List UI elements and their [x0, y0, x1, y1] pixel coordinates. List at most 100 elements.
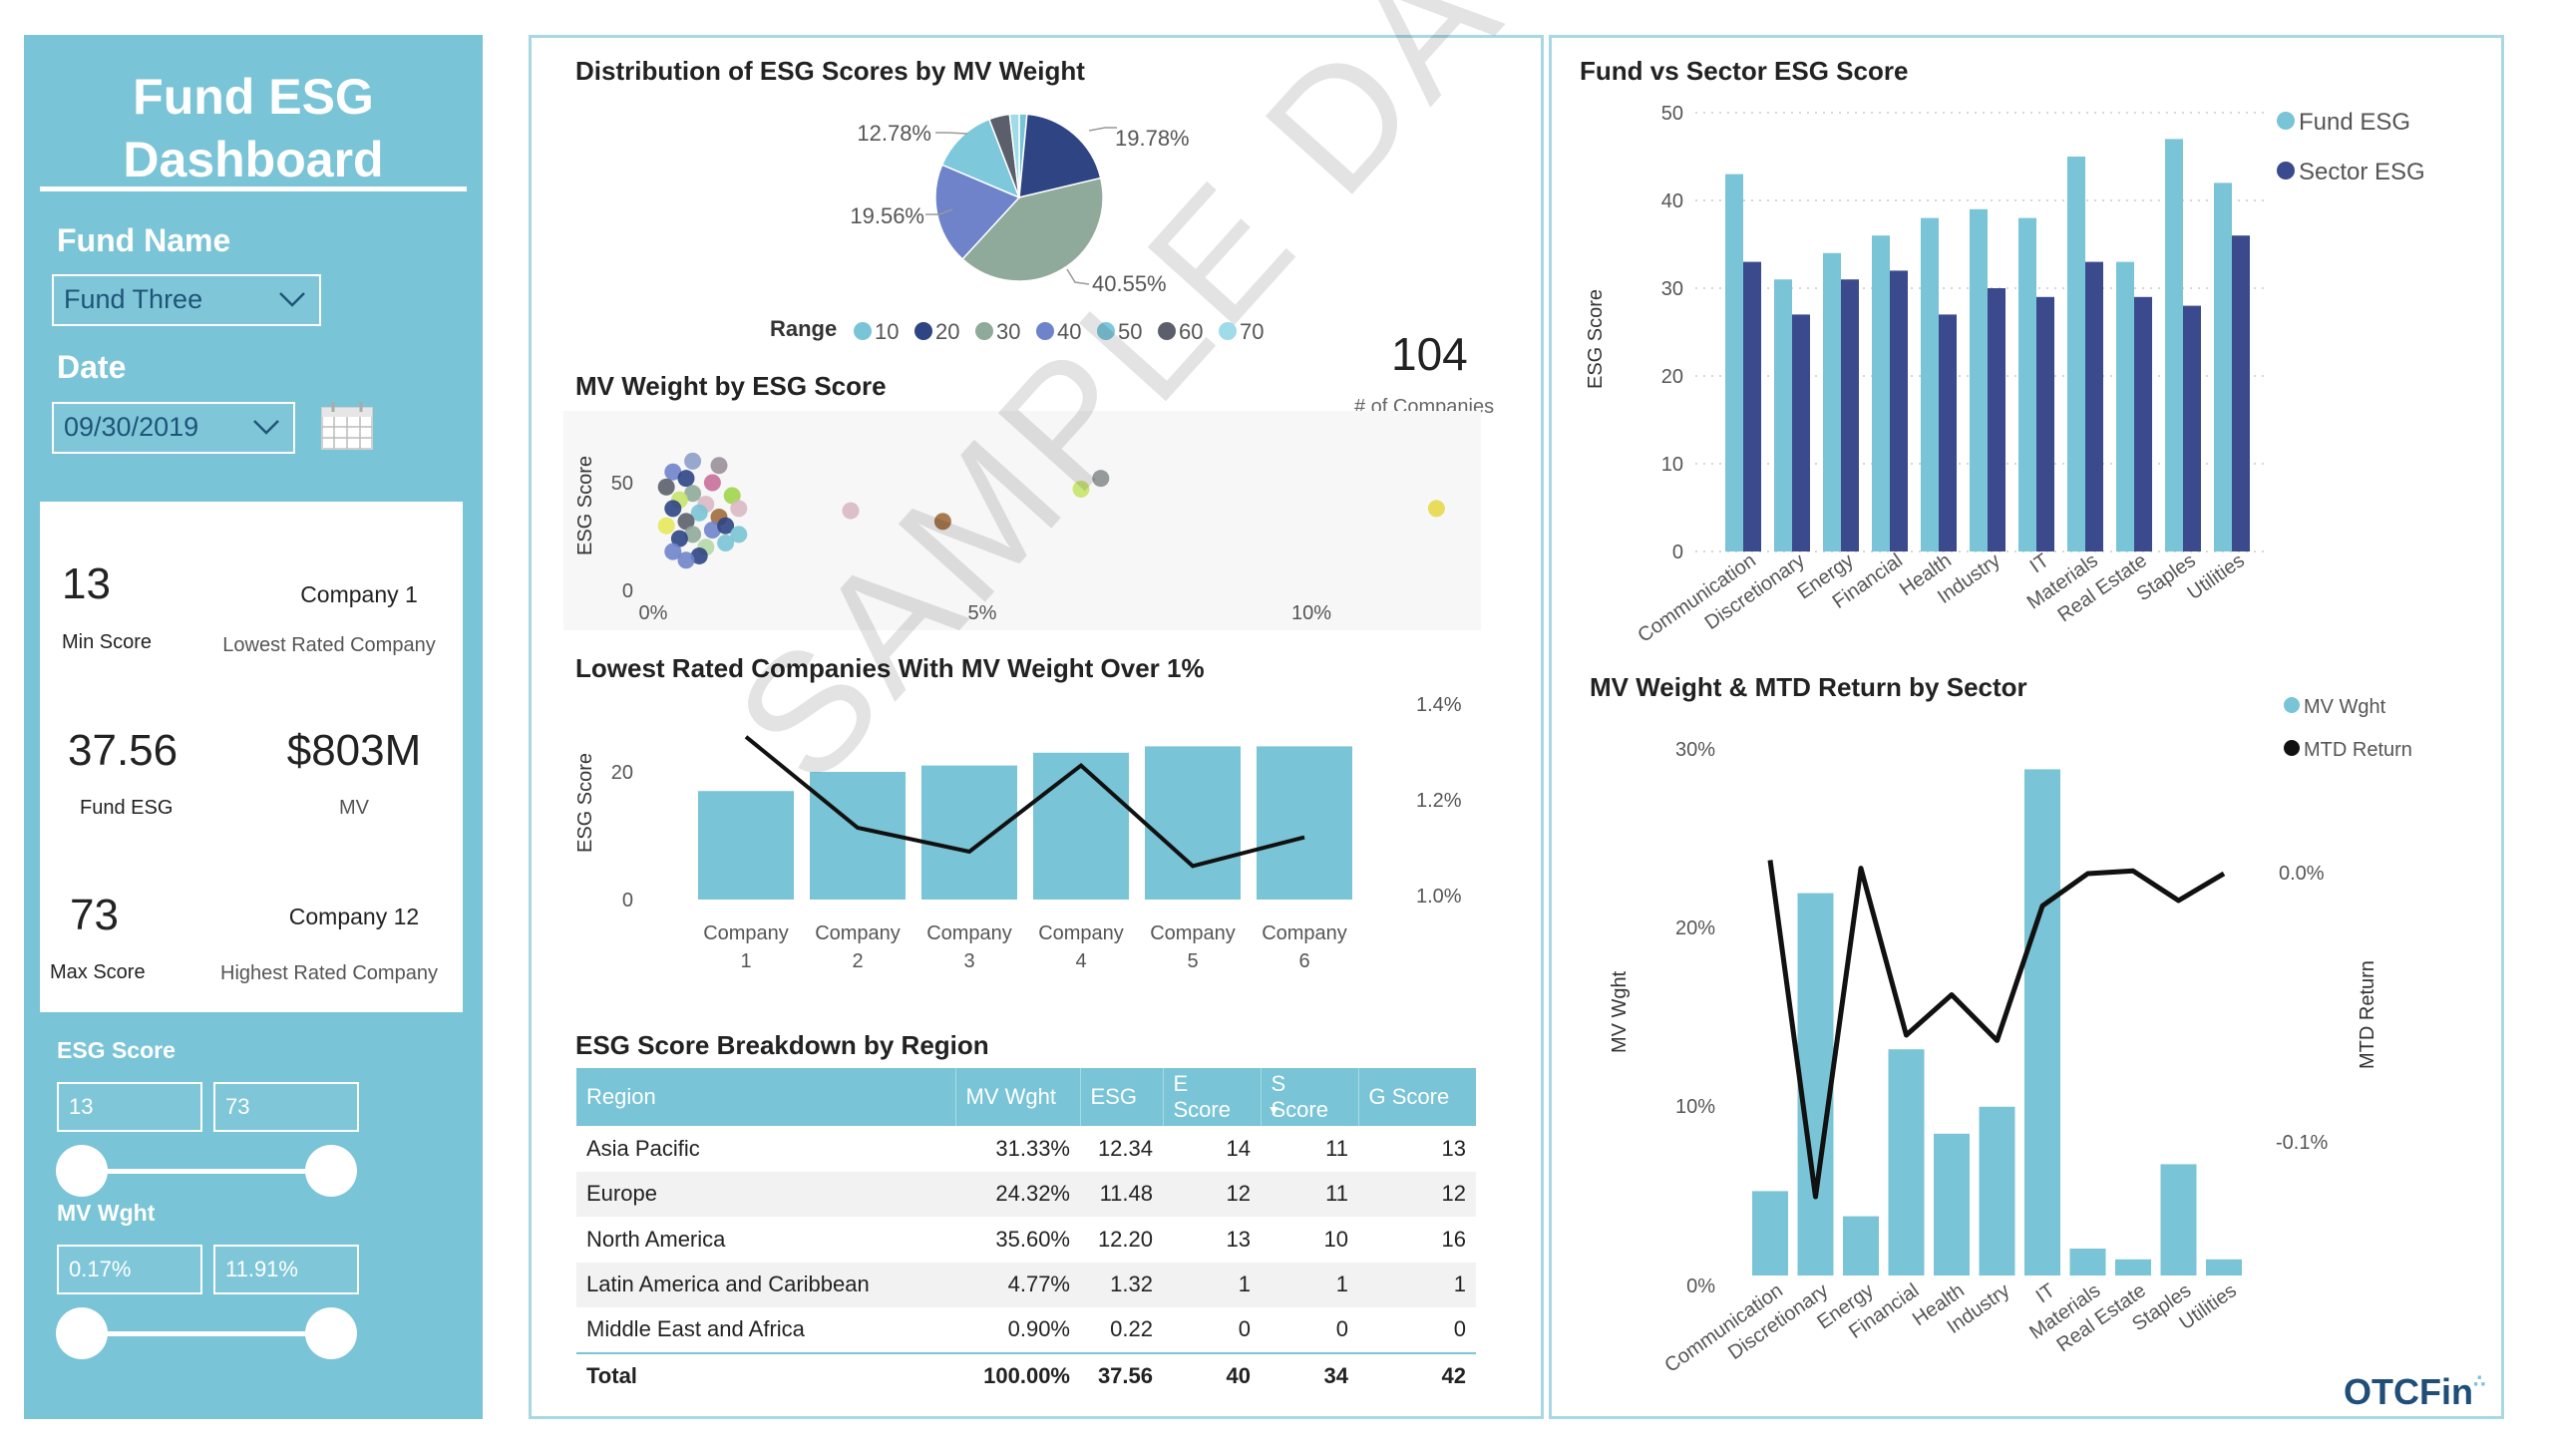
- combo-bar[interactable]: [698, 791, 794, 900]
- mv-wght-bar[interactable]: [1934, 1133, 1970, 1275]
- scatter-point[interactable]: [710, 457, 728, 475]
- pie-chart[interactable]: 19.78% 40.55% 19.56% 12.78%: [828, 100, 1247, 309]
- esg-slider-min-handle[interactable]: [56, 1145, 108, 1197]
- esg-slider-track[interactable]: [82, 1169, 331, 1174]
- mv-wght-bar[interactable]: [1888, 1049, 1925, 1275]
- pie-slice-30[interactable]: [961, 177, 1104, 282]
- mv-wght-bar[interactable]: [2115, 1259, 2151, 1275]
- fund-sector-chart[interactable]: ESG Score 50 40 30 20 10 0 Communication…: [1566, 90, 2488, 678]
- scatter-point[interactable]: [677, 470, 695, 488]
- sector-esg-bar[interactable]: [1841, 279, 1859, 551]
- mv-slider-track[interactable]: [82, 1331, 331, 1336]
- legend-label-50[interactable]: 50: [1118, 319, 1142, 344]
- col-esg[interactable]: ESG: [1080, 1068, 1164, 1126]
- scatter-point[interactable]: [664, 543, 682, 560]
- sector-esg-bar[interactable]: [1890, 270, 1908, 551]
- scatter-point[interactable]: [717, 534, 735, 551]
- col-s-score[interactable]: S Score ▼: [1261, 1068, 1359, 1126]
- sector-esg-bar[interactable]: [1792, 314, 1810, 551]
- mv-wght-bar[interactable]: [1752, 1191, 1788, 1275]
- sector-esg-bar[interactable]: [2134, 296, 2152, 551]
- legend-label-70[interactable]: 70: [1240, 319, 1264, 344]
- mv-mtd-chart[interactable]: MV Wght MTD Return 30% 20% 10% 0% 0.0% -…: [1566, 688, 2488, 1386]
- legend-sector-esg[interactable]: Sector ESG: [2299, 159, 2425, 185]
- scatter-point[interactable]: [703, 474, 721, 492]
- mv-wght-bar[interactable]: [1979, 1106, 2015, 1275]
- table-row[interactable]: Latin America and Caribbean 4.77% 1.32 1 1 1: [576, 1262, 1476, 1307]
- scatter-point[interactable]: [1427, 500, 1445, 518]
- sector-esg-bar[interactable]: [2085, 261, 2103, 551]
- fund-esg-bar[interactable]: [1774, 279, 1792, 551]
- mv-wght-bar[interactable]: [2160, 1164, 2197, 1275]
- fund-esg-bar[interactable]: [1725, 174, 1743, 551]
- scatter-point[interactable]: [677, 513, 695, 531]
- legend-label-30[interactable]: 30: [996, 319, 1020, 344]
- combo-bar[interactable]: [1257, 746, 1352, 900]
- sector-esg-bar[interactable]: [1939, 314, 1957, 551]
- sector-esg-bar[interactable]: [2232, 235, 2250, 551]
- table-row[interactable]: Europe 24.32% 11.48 12 11 12: [576, 1171, 1476, 1217]
- scatter-point[interactable]: [657, 517, 675, 535]
- fund-esg-bar[interactable]: [1921, 217, 1939, 551]
- fund-esg-bar[interactable]: [2018, 217, 2036, 551]
- legend-mtd-return[interactable]: MTD Return: [2304, 739, 2412, 761]
- scatter-point[interactable]: [1092, 470, 1110, 488]
- sector-esg-bar[interactable]: [2183, 305, 2201, 551]
- legend-fund-esg[interactable]: Fund ESG: [2299, 109, 2410, 136]
- table-row[interactable]: North America 35.60% 12.20 13 10 16: [576, 1217, 1476, 1263]
- scatter-point[interactable]: [684, 526, 702, 544]
- scatter-point[interactable]: [664, 500, 682, 518]
- sector-esg-bar[interactable]: [2036, 296, 2054, 551]
- scatter-point[interactable]: [690, 504, 708, 522]
- fund-esg-bar[interactable]: [2067, 157, 2085, 551]
- fund-esg-bar[interactable]: [2214, 182, 2232, 551]
- pie-slice-40[interactable]: [934, 164, 1021, 260]
- mv-wght-bar[interactable]: [2024, 769, 2060, 1275]
- mv-wght-bar[interactable]: [2206, 1259, 2242, 1275]
- combo-bar[interactable]: [1033, 752, 1129, 900]
- scatter-point[interactable]: [690, 546, 708, 564]
- pie-slice-20[interactable]: [1018, 113, 1102, 198]
- scatter-point[interactable]: [703, 522, 721, 540]
- legend-label-10[interactable]: 10: [875, 319, 899, 344]
- scatter-point[interactable]: [657, 478, 675, 496]
- fund-esg-bar[interactable]: [2165, 139, 2183, 551]
- fund-esg-bar[interactable]: [1872, 235, 1890, 551]
- scatter-point[interactable]: [717, 517, 735, 535]
- col-e-score[interactable]: E Score: [1163, 1068, 1262, 1126]
- scatter-point[interactable]: [842, 502, 860, 520]
- legend-label-20[interactable]: 20: [935, 319, 959, 344]
- pie-slice-50[interactable]: [940, 118, 1021, 199]
- scatter-point[interactable]: [684, 485, 702, 503]
- esg-min-input[interactable]: 13: [57, 1082, 202, 1132]
- mv-wght-bar[interactable]: [1797, 893, 1834, 1275]
- scatter-point[interactable]: [684, 452, 702, 470]
- scatter-point[interactable]: [664, 463, 682, 481]
- table-row[interactable]: Middle East and Africa 0.90% 0.22 0 0 0: [576, 1307, 1476, 1353]
- esg-slider-max-handle[interactable]: [305, 1145, 357, 1197]
- mv-min-input[interactable]: 0.17%: [57, 1245, 202, 1294]
- scatter-point[interactable]: [670, 530, 688, 547]
- combo-bar[interactable]: [1145, 746, 1241, 900]
- table-row[interactable]: Asia Pacific 31.33% 12.34 14 11 13: [576, 1126, 1476, 1172]
- col-g-score[interactable]: G Score: [1358, 1068, 1476, 1126]
- combo-chart[interactable]: ESG Score 20 0 1.4% 1.2% 1.0% Company 1 Co…: [563, 688, 1501, 977]
- sector-esg-bar[interactable]: [1743, 261, 1761, 551]
- combo-bar[interactable]: [921, 765, 1017, 900]
- scatter-point[interactable]: [730, 526, 748, 544]
- col-region[interactable]: Region: [576, 1068, 956, 1126]
- scatter-point[interactable]: [677, 551, 695, 569]
- mv-wght-bar[interactable]: [1843, 1216, 1879, 1275]
- fund-esg-bar[interactable]: [2116, 261, 2134, 551]
- fund-name-dropdown[interactable]: Fund Three: [52, 274, 321, 326]
- legend-label-60[interactable]: 60: [1179, 319, 1203, 344]
- scatter-point[interactable]: [723, 487, 741, 505]
- fund-esg-bar[interactable]: [1970, 208, 1988, 552]
- mv-slider-max-handle[interactable]: [305, 1307, 357, 1359]
- date-dropdown[interactable]: 09/30/2019: [52, 402, 295, 454]
- pie-slice-70[interactable]: [1008, 113, 1020, 198]
- mv-wght-bar[interactable]: [2069, 1249, 2106, 1275]
- mv-slider-min-handle[interactable]: [56, 1307, 108, 1359]
- sector-esg-bar[interactable]: [1988, 288, 2006, 551]
- calendar-icon[interactable]: [319, 400, 375, 452]
